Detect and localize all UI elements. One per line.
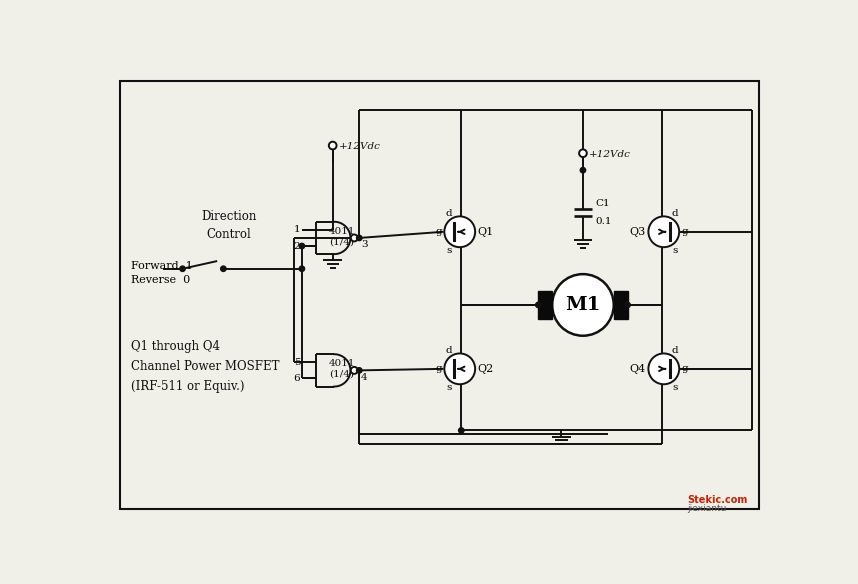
Text: d: d (671, 209, 678, 218)
Circle shape (180, 266, 185, 272)
Text: +12Vdc: +12Vdc (339, 142, 381, 151)
Text: Direction
Control: Direction Control (201, 210, 257, 241)
Text: d: d (446, 346, 452, 355)
Circle shape (299, 266, 305, 272)
Circle shape (444, 353, 475, 384)
Circle shape (579, 150, 587, 157)
Text: 0.1: 0.1 (595, 217, 612, 226)
Text: d: d (446, 209, 452, 218)
Text: 4011: 4011 (329, 359, 355, 368)
Text: s: s (673, 246, 678, 255)
Text: 5: 5 (293, 358, 300, 367)
Text: Q3: Q3 (630, 227, 646, 237)
Text: 4011: 4011 (329, 227, 355, 235)
Bar (613, 291, 627, 319)
Text: Reverse  0: Reverse 0 (131, 274, 190, 284)
Text: d: d (671, 346, 678, 355)
Circle shape (553, 274, 613, 336)
Text: (1/4): (1/4) (329, 370, 354, 379)
Text: Stekic.com: Stekic.com (687, 495, 747, 505)
Text: C1: C1 (595, 199, 610, 208)
Text: +12Vdc: +12Vdc (589, 150, 631, 158)
Text: 2: 2 (293, 242, 300, 251)
Circle shape (625, 303, 631, 308)
Text: s: s (446, 383, 451, 392)
Text: 1: 1 (293, 225, 300, 234)
Text: jiexiantu: jiexiantu (687, 505, 726, 513)
Circle shape (221, 266, 226, 272)
Text: s: s (446, 246, 451, 255)
Circle shape (444, 217, 475, 247)
Circle shape (299, 244, 305, 249)
Text: Q1: Q1 (477, 227, 493, 237)
Text: Q1 through Q4
Channel Power MOSFET
(IRF-511 or Equiv.): Q1 through Q4 Channel Power MOSFET (IRF-… (131, 339, 280, 392)
Circle shape (357, 368, 362, 373)
Text: s: s (673, 383, 678, 392)
Text: Forward  1: Forward 1 (131, 262, 193, 272)
Circle shape (649, 353, 680, 384)
Text: g: g (681, 364, 688, 373)
Text: 4: 4 (361, 373, 367, 382)
Circle shape (649, 217, 680, 247)
Text: (1/4): (1/4) (329, 237, 354, 246)
Text: M1: M1 (565, 296, 601, 314)
Circle shape (351, 367, 358, 374)
Text: 3: 3 (361, 240, 367, 249)
Text: g: g (435, 364, 442, 373)
Text: 6: 6 (293, 374, 300, 383)
Circle shape (351, 234, 358, 241)
Circle shape (329, 142, 336, 150)
Circle shape (580, 168, 586, 173)
Text: Q2: Q2 (477, 364, 493, 374)
Text: g: g (435, 227, 442, 237)
Text: Q4: Q4 (630, 364, 646, 374)
Circle shape (535, 303, 541, 308)
Text: g: g (681, 227, 688, 237)
Circle shape (357, 235, 362, 241)
Circle shape (458, 427, 464, 433)
Bar (538, 291, 553, 319)
